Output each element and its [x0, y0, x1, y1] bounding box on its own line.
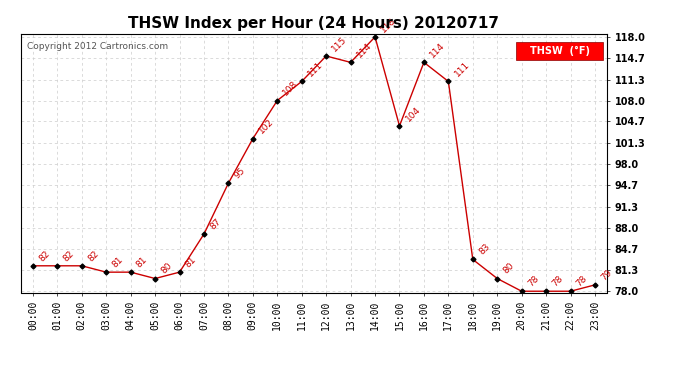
- Text: 81: 81: [135, 255, 149, 269]
- Text: 118: 118: [380, 16, 397, 34]
- Text: 78: 78: [526, 274, 540, 288]
- FancyBboxPatch shape: [516, 42, 603, 60]
- Text: 87: 87: [208, 217, 223, 231]
- Text: 83: 83: [477, 242, 491, 256]
- Text: 111: 111: [306, 60, 324, 79]
- Text: Copyright 2012 Cartronics.com: Copyright 2012 Cartronics.com: [26, 42, 168, 51]
- Text: 115: 115: [331, 34, 349, 53]
- Text: 104: 104: [404, 105, 422, 123]
- Text: THSW  (°F): THSW (°F): [530, 45, 590, 56]
- Text: 82: 82: [61, 249, 76, 263]
- Text: 95: 95: [233, 166, 247, 180]
- Text: 82: 82: [86, 249, 100, 263]
- Text: 114: 114: [355, 41, 373, 60]
- Text: 78: 78: [550, 274, 565, 288]
- Text: 79: 79: [599, 268, 613, 282]
- Text: 81: 81: [110, 255, 125, 269]
- Text: 78: 78: [575, 274, 589, 288]
- Text: 80: 80: [502, 261, 516, 276]
- Text: 82: 82: [37, 249, 52, 263]
- Text: 108: 108: [282, 79, 300, 98]
- Text: 114: 114: [428, 41, 446, 60]
- Text: 102: 102: [257, 117, 275, 136]
- Text: 80: 80: [159, 261, 174, 276]
- Text: 81: 81: [184, 255, 198, 269]
- Title: THSW Index per Hour (24 Hours) 20120717: THSW Index per Hour (24 Hours) 20120717: [128, 16, 500, 31]
- Text: 111: 111: [453, 60, 471, 79]
